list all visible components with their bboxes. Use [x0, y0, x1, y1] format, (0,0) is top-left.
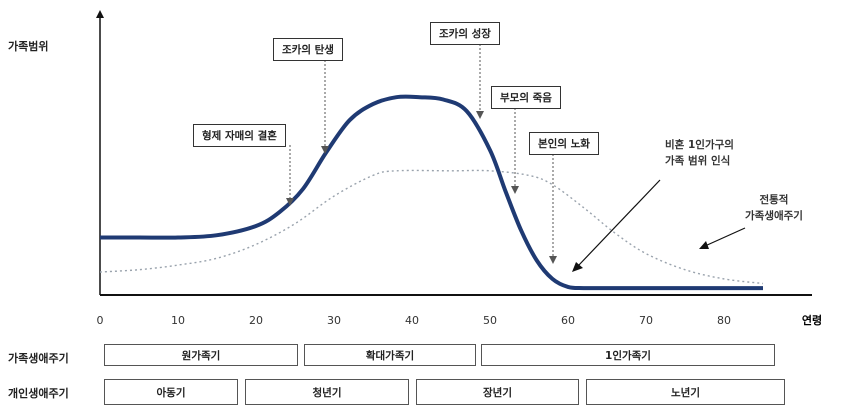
chart-area: 0 10 20 30 40 50 60 70 80 연령: [96, 10, 822, 327]
traditional-curve: [99, 169, 764, 285]
stage-personal-old: 노년기: [586, 379, 785, 405]
note-single-household: 비혼 1인가구의 가족 범위 인식: [665, 137, 734, 169]
callout-self-aging: 본인의 노화: [529, 132, 599, 155]
arrow-head: [699, 241, 709, 249]
arrow-head: [511, 186, 519, 194]
arrow-head: [549, 256, 557, 264]
family-cycle-label: 가족생애주기: [8, 352, 69, 365]
x-tick-label: 20: [249, 314, 263, 327]
x-tick-label: 0: [97, 314, 104, 327]
stage-family-extended: 확대가족기: [304, 344, 476, 366]
y-axis-label: 가족범위: [8, 40, 49, 53]
stage-personal-middle: 장년기: [416, 379, 579, 405]
x-tick-label: 60: [561, 314, 575, 327]
x-tick-label: 40: [405, 314, 419, 327]
stage-personal-child: 아동기: [104, 379, 238, 405]
x-tick-label: 30: [327, 314, 341, 327]
arrow-head: [286, 198, 294, 206]
callout-nephew-growth: 조카의 성장: [430, 22, 500, 45]
personal-cycle-label: 개인생애주기: [8, 387, 69, 400]
stage-family-single: 1인가족기: [481, 344, 775, 366]
x-tick-label: 10: [171, 314, 185, 327]
arrow-head: [321, 146, 329, 154]
callout-parent-death: 부모의 죽음: [491, 86, 561, 109]
arrow-single-household: [577, 179, 661, 267]
single-household-curve: [99, 94, 763, 291]
note-single-line2: 가족 범위 인식: [665, 155, 731, 167]
callout-sibling-marriage: 형제 자매의 결혼: [193, 124, 286, 147]
x-tick-label: 50: [483, 314, 497, 327]
x-tick-label: 80: [717, 314, 731, 327]
note-single-line1: 비혼 1인가구의: [665, 139, 734, 151]
arrow-head: [572, 262, 583, 272]
note-traditional-line2: 가족생애주기: [745, 210, 803, 222]
arrow-head: [476, 111, 484, 119]
callout-nephew-birth: 조카의 탄생: [273, 38, 343, 61]
stage-personal-youth: 청년기: [245, 379, 409, 405]
arrow-traditional: [704, 227, 746, 247]
x-tick-label: 70: [639, 314, 653, 327]
note-traditional: 전통적 가족생애주기: [745, 192, 803, 224]
x-axis-label: 연령: [802, 313, 822, 327]
stage-family-origin: 원가족기: [104, 344, 298, 366]
note-traditional-line1: 전통적: [759, 194, 789, 206]
y-axis-arrow: [96, 10, 104, 18]
